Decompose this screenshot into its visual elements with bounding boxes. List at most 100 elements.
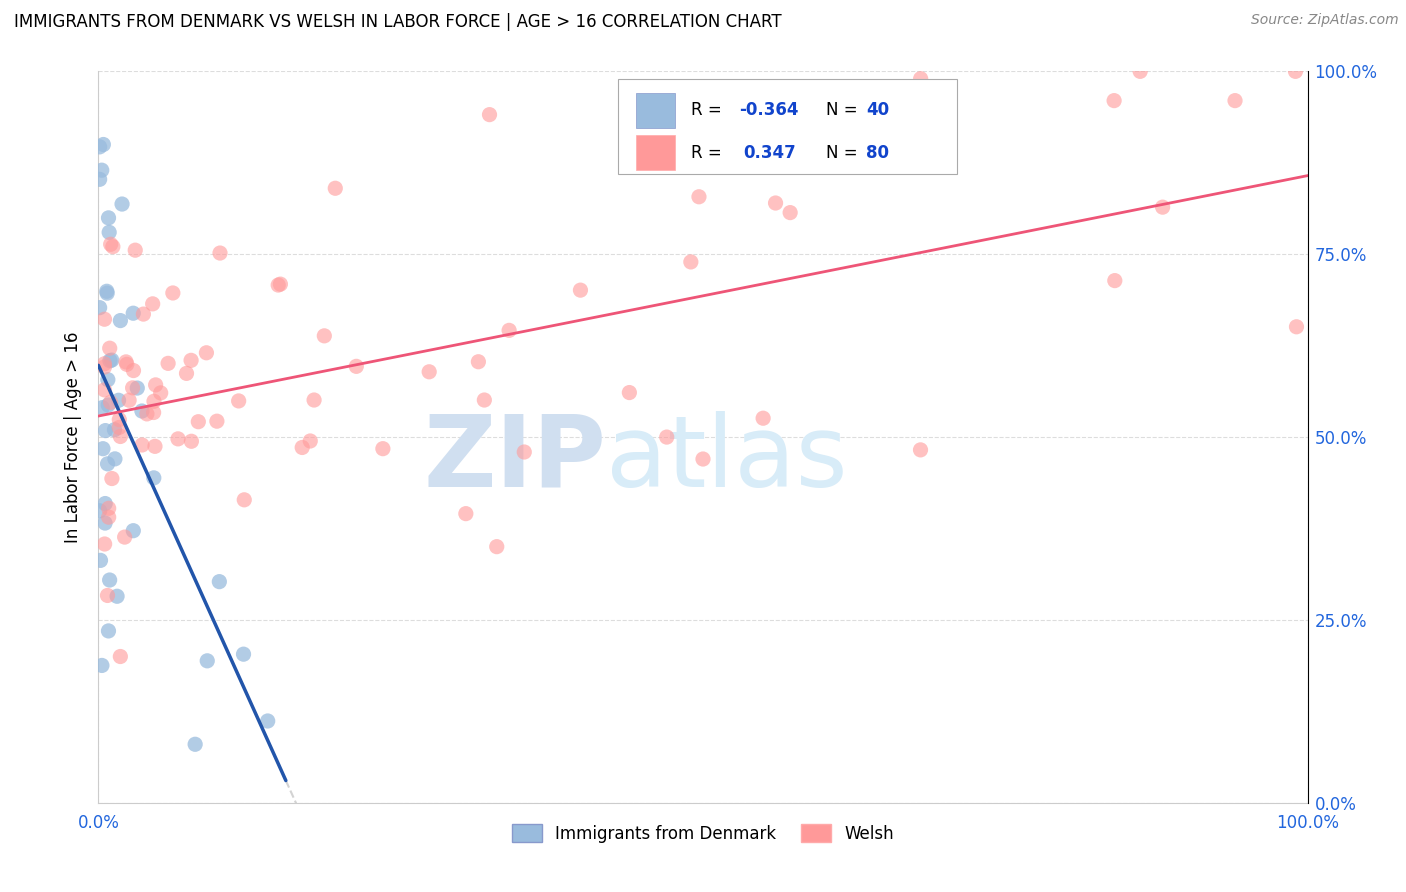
Point bbox=[233, 492, 256, 507]
Point bbox=[103, 423, 125, 437]
Point bbox=[267, 278, 290, 293]
Point bbox=[291, 441, 314, 455]
Point bbox=[94, 516, 117, 530]
Point bbox=[131, 438, 153, 452]
Point bbox=[692, 452, 714, 467]
Point bbox=[1104, 274, 1126, 288]
Text: N =: N = bbox=[827, 102, 863, 120]
Point bbox=[269, 277, 291, 292]
Point bbox=[679, 255, 702, 269]
Point bbox=[208, 246, 231, 260]
Point bbox=[485, 540, 508, 554]
Point bbox=[135, 407, 157, 421]
Point bbox=[143, 439, 166, 453]
Point bbox=[208, 574, 231, 589]
FancyBboxPatch shape bbox=[619, 78, 957, 174]
Point bbox=[100, 353, 122, 368]
Point bbox=[131, 404, 153, 418]
Point bbox=[115, 355, 138, 369]
Point bbox=[122, 363, 145, 377]
Point bbox=[94, 424, 117, 438]
Point bbox=[619, 385, 641, 400]
Point bbox=[97, 398, 120, 412]
Point bbox=[472, 392, 495, 407]
Point bbox=[94, 497, 117, 511]
Text: 80: 80 bbox=[866, 144, 889, 161]
Point bbox=[124, 243, 146, 257]
Text: ZIP: ZIP bbox=[423, 410, 606, 508]
Point bbox=[143, 394, 166, 409]
Point bbox=[89, 504, 111, 518]
Point bbox=[1129, 64, 1152, 78]
Point bbox=[418, 365, 440, 379]
Point bbox=[910, 71, 932, 86]
Text: 0.347: 0.347 bbox=[742, 144, 796, 161]
Text: 40: 40 bbox=[866, 102, 890, 120]
Point bbox=[765, 196, 787, 211]
Point bbox=[114, 530, 136, 544]
Point bbox=[93, 357, 115, 371]
Point bbox=[454, 507, 477, 521]
Point bbox=[97, 211, 120, 225]
Point bbox=[96, 589, 118, 603]
Point bbox=[142, 297, 165, 311]
Point bbox=[96, 285, 118, 299]
Point bbox=[142, 471, 165, 485]
Point bbox=[93, 137, 115, 152]
Point bbox=[115, 357, 138, 371]
Point bbox=[91, 442, 114, 456]
Point bbox=[101, 240, 124, 254]
Point bbox=[569, 283, 592, 297]
Point bbox=[752, 411, 775, 425]
Point bbox=[93, 312, 115, 326]
Point bbox=[371, 442, 394, 456]
FancyBboxPatch shape bbox=[637, 93, 675, 128]
Point bbox=[180, 353, 202, 368]
Point bbox=[110, 313, 132, 327]
Point bbox=[323, 181, 346, 195]
Point bbox=[98, 341, 121, 355]
Point bbox=[127, 381, 149, 395]
Point bbox=[344, 359, 367, 374]
Point bbox=[149, 385, 172, 400]
Point bbox=[97, 501, 120, 516]
Legend: Immigrants from Denmark, Welsh: Immigrants from Denmark, Welsh bbox=[505, 818, 901, 849]
Point bbox=[89, 172, 111, 186]
Point bbox=[90, 163, 112, 178]
Point bbox=[779, 205, 801, 219]
Point bbox=[513, 445, 536, 459]
Point bbox=[89, 301, 111, 315]
Point bbox=[97, 624, 120, 638]
Point bbox=[162, 285, 184, 300]
Point bbox=[688, 190, 710, 204]
Text: IMMIGRANTS FROM DENMARK VS WELSH IN LABOR FORCE | AGE > 16 CORRELATION CHART: IMMIGRANTS FROM DENMARK VS WELSH IN LABO… bbox=[14, 13, 782, 31]
Point bbox=[167, 432, 190, 446]
Point bbox=[122, 306, 145, 320]
Point bbox=[96, 286, 118, 301]
Point bbox=[1152, 200, 1174, 214]
Text: atlas: atlas bbox=[606, 410, 848, 508]
Point bbox=[299, 434, 322, 448]
Point bbox=[1284, 64, 1306, 78]
Point bbox=[118, 393, 141, 408]
Point bbox=[98, 353, 121, 368]
Point bbox=[101, 471, 124, 485]
Point bbox=[157, 356, 180, 370]
Point bbox=[98, 225, 121, 239]
Point bbox=[100, 395, 122, 409]
Point bbox=[256, 714, 278, 728]
Point bbox=[97, 457, 120, 471]
Text: R =: R = bbox=[690, 102, 727, 120]
Point bbox=[93, 359, 115, 374]
Point bbox=[97, 510, 120, 524]
Point bbox=[180, 434, 202, 449]
Point bbox=[132, 307, 155, 321]
Point bbox=[91, 401, 114, 415]
Point bbox=[655, 430, 678, 444]
Point bbox=[145, 377, 167, 392]
Point bbox=[121, 381, 143, 395]
Point bbox=[104, 451, 127, 466]
Point bbox=[111, 197, 134, 211]
Point bbox=[910, 442, 932, 457]
Point bbox=[195, 345, 218, 359]
